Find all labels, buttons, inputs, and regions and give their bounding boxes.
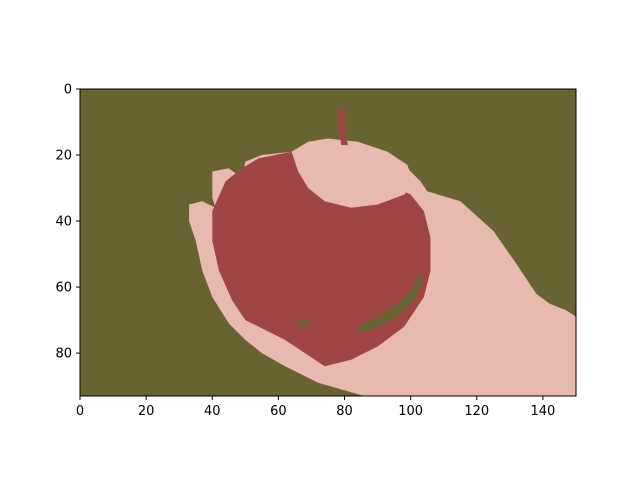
x-tick-label: 140 xyxy=(531,404,556,419)
x-axis: 0 20 40 60 80 100 120 140 xyxy=(76,396,555,419)
x-tick-label: 0 xyxy=(76,404,84,419)
region-shadow-left xyxy=(298,320,309,327)
y-axis: 0 20 40 60 80 xyxy=(55,83,80,362)
region-shadow-right xyxy=(357,273,424,334)
x-tick-label: 40 xyxy=(204,404,221,419)
x-tick-label: 120 xyxy=(464,404,489,419)
y-tick-label: 0 xyxy=(64,83,72,98)
region-apple-highlight xyxy=(291,138,414,208)
y-tick-label: 40 xyxy=(55,215,72,230)
y-tick-label: 20 xyxy=(55,149,72,164)
x-tick-label: 60 xyxy=(270,404,287,419)
x-tick-label: 80 xyxy=(336,404,353,419)
y-tick-label: 80 xyxy=(55,347,72,362)
region-stem xyxy=(337,108,348,146)
plot-area xyxy=(80,89,576,396)
y-tick-label: 60 xyxy=(55,281,72,296)
plot-frame xyxy=(79,88,577,397)
x-tick-label: 20 xyxy=(138,404,155,419)
region-apple xyxy=(212,151,431,367)
x-tick-label: 100 xyxy=(398,404,423,419)
